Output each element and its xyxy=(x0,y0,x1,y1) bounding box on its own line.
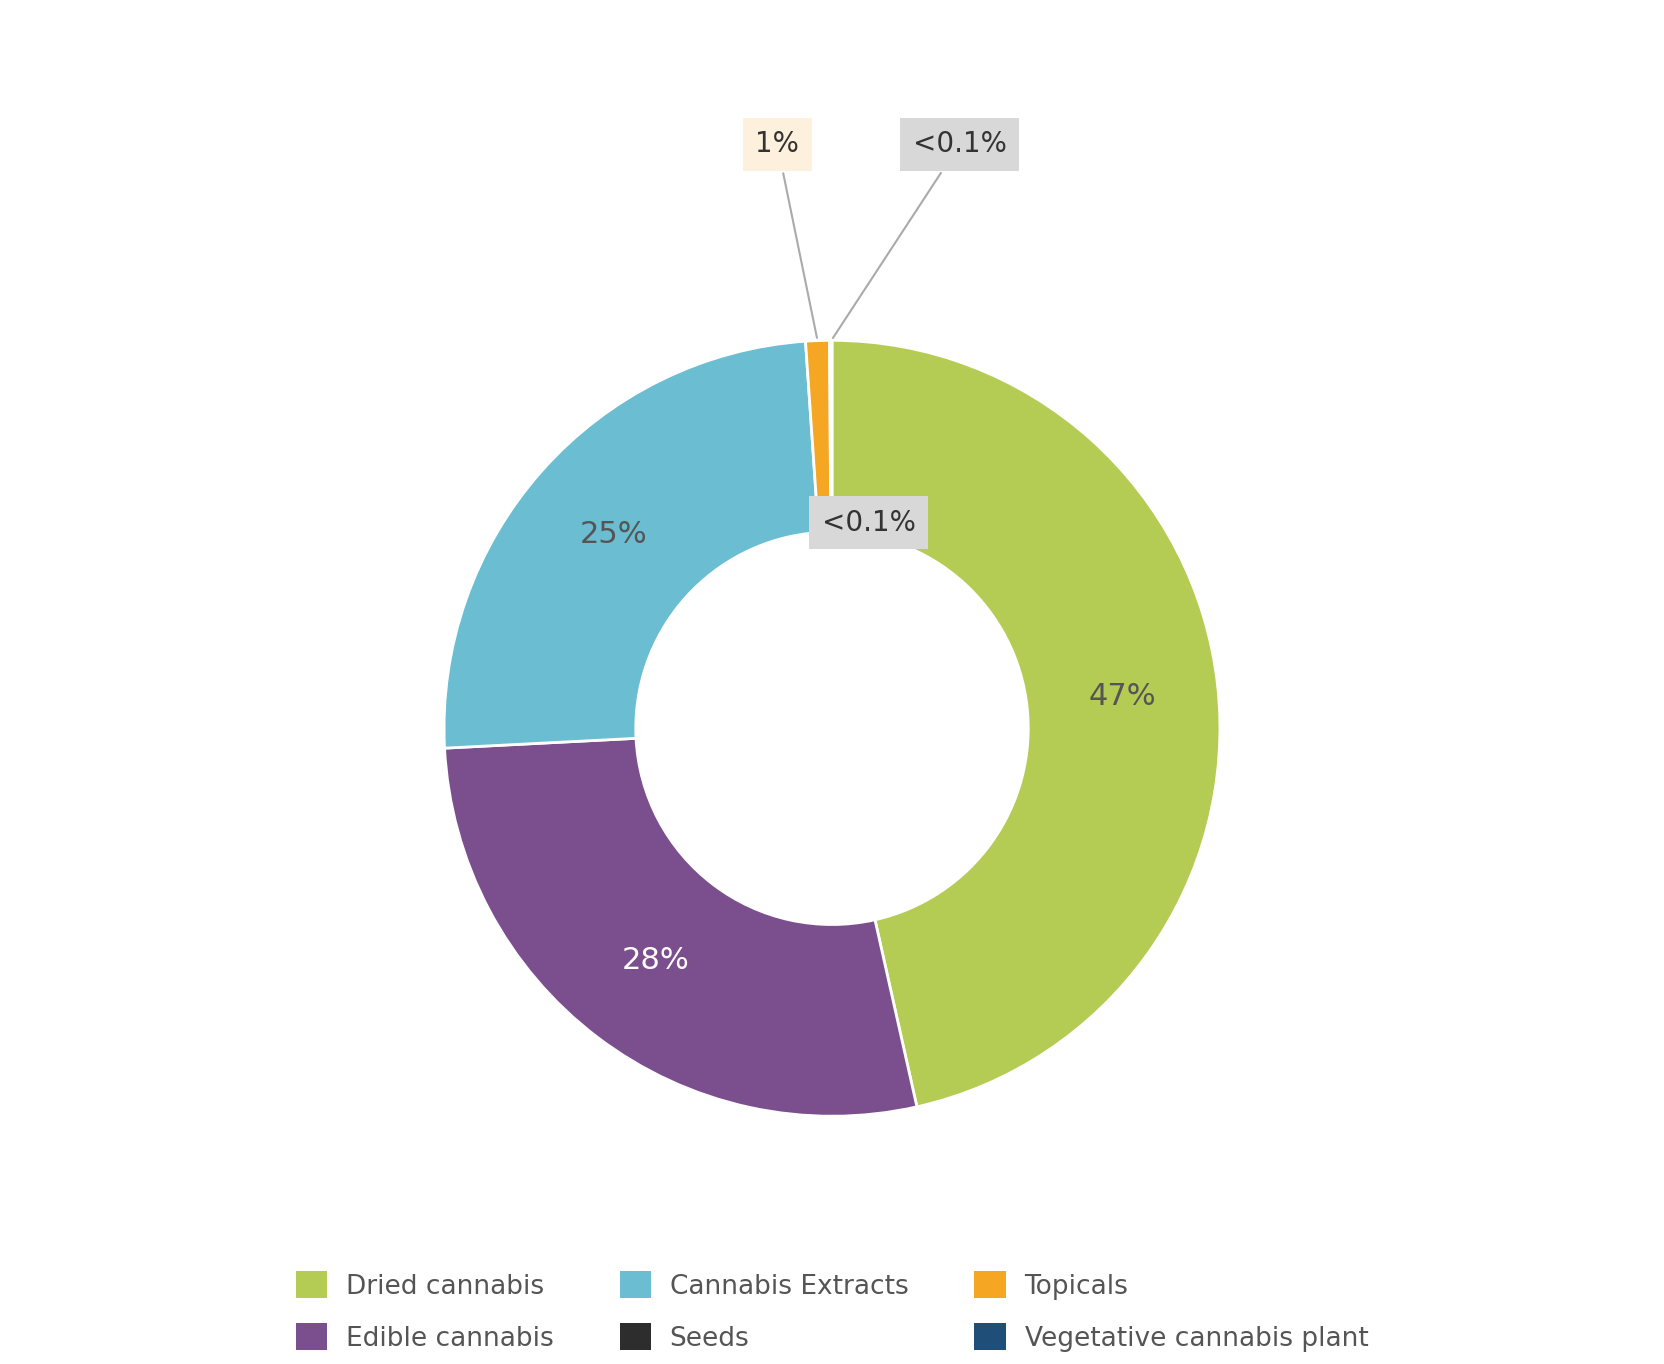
Wedge shape xyxy=(444,738,917,1116)
Wedge shape xyxy=(832,341,1220,1106)
Text: 25%: 25% xyxy=(579,520,647,548)
Text: 1%: 1% xyxy=(755,130,817,338)
Text: 28%: 28% xyxy=(621,947,689,975)
Text: 47%: 47% xyxy=(1088,682,1156,711)
Text: <0.1%: <0.1% xyxy=(834,130,1007,338)
Text: <0.1%: <0.1% xyxy=(822,509,915,537)
Legend: Dried cannabis, Edible cannabis, Cannabis Extracts, Seeds, Topicals, Vegetative : Dried cannabis, Edible cannabis, Cannabi… xyxy=(285,1260,1379,1363)
Wedge shape xyxy=(805,341,830,532)
Wedge shape xyxy=(830,341,832,532)
Wedge shape xyxy=(444,341,819,749)
